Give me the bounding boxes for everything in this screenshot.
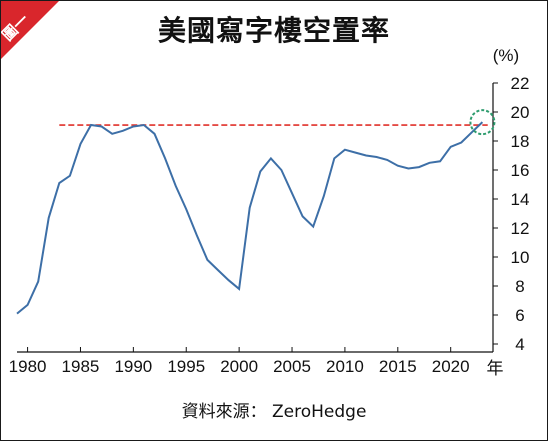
x-tick-label: 1985: [62, 357, 100, 376]
x-tick-label: 1980: [9, 357, 47, 376]
x-axis-unit-label: 年: [487, 359, 504, 378]
chart-title: 美國寫字樓空置率: [157, 14, 390, 47]
y-tick-label: 22: [511, 74, 530, 93]
figure-badge: 圖一: [1, 1, 59, 59]
y-tick-label: 18: [511, 132, 530, 151]
y-tick-label: 16: [511, 161, 530, 180]
x-tick-label: 2005: [273, 357, 311, 376]
y-tick-label: 14: [511, 190, 530, 209]
x-axis-ticks: 1980 1985 1990 1995 2000 2005 2010 2015 2020: [9, 347, 470, 376]
y-tick-label: 10: [511, 248, 530, 267]
y-tick-label: 20: [511, 103, 530, 122]
y-tick-label: 6: [515, 306, 524, 325]
badge-ribbon: [1, 1, 59, 59]
x-tick-label: 2015: [379, 357, 417, 376]
x-tick-label: 2020: [432, 357, 470, 376]
y-tick-label: 4: [515, 335, 524, 354]
y-tick-label: 12: [511, 219, 530, 238]
x-tick-label: 2010: [326, 357, 364, 376]
x-tick-label: 2000: [220, 357, 258, 376]
source-note: 資料來源： ZeroHedge: [181, 402, 367, 422]
series-line: [16, 121, 484, 315]
y-axis-ticks: 4 6 8 10 12 14 16 18 20 22: [493, 74, 529, 354]
highlight-circle: [469, 109, 496, 136]
y-axis-unit-label: (%): [493, 46, 519, 65]
y-tick-label: 8: [515, 277, 524, 296]
x-tick-label: 1990: [114, 357, 152, 376]
x-tick-label: 1995: [167, 357, 205, 376]
